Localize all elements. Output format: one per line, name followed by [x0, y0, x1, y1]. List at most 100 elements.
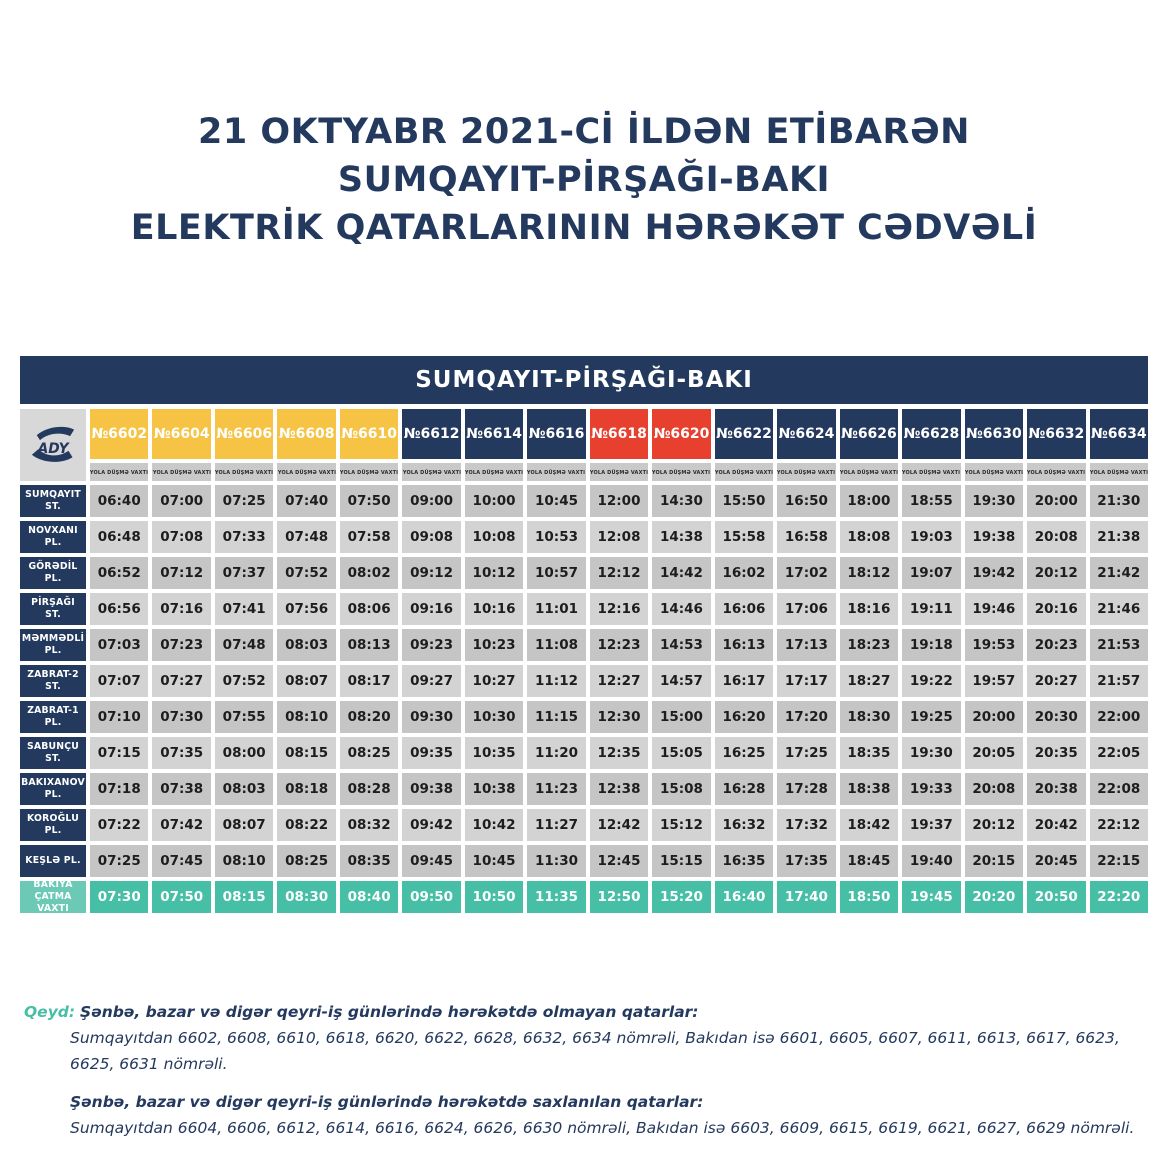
time-cell: 10:38: [464, 773, 524, 805]
time-cell: 16:28: [714, 773, 774, 805]
time-cell: 14:30: [652, 485, 711, 517]
note1-heading: Şənbə, bazar və digər qeyri-iş günlərind…: [80, 1003, 699, 1021]
station-label: MƏMMƏDLİ PL.: [20, 629, 86, 661]
time-cell: 07:10: [90, 701, 149, 733]
departure-time-label: YOLA DÜŞMƏ VAXTI: [277, 463, 336, 481]
time-cell: 15:05: [652, 737, 711, 769]
time-cell: 15:20: [652, 881, 711, 913]
departure-time-label: YOLA DÜŞMƏ VAXTI: [839, 463, 899, 481]
time-cell: 07:15: [90, 737, 149, 769]
time-cell: 19:57: [964, 665, 1024, 697]
note-label: Qeyd:: [24, 1003, 76, 1021]
time-cell: 14:38: [652, 521, 711, 553]
train-number-6632: №6632: [1027, 409, 1086, 459]
time-cell: 18:38: [839, 773, 899, 805]
departure-time-label: YOLA DÜŞMƏ VAXTI: [1027, 463, 1086, 481]
time-cell: 21:38: [1089, 521, 1148, 553]
time-cell: 17:17: [777, 665, 836, 697]
title-line-2: SUMQAYIT-PİRŞAĞI-BAKI: [337, 160, 831, 200]
time-cell: 07:50: [152, 881, 211, 913]
time-cell: 14:46: [652, 593, 711, 625]
time-cell: 08:30: [277, 881, 336, 913]
time-cell: 11:08: [527, 629, 586, 661]
time-cell: 10:27: [464, 665, 524, 697]
time-cell: 11:30: [527, 845, 586, 877]
time-cell: 09:38: [402, 773, 461, 805]
time-cell: 18:35: [839, 737, 899, 769]
departure-time-label: YOLA DÜŞMƏ VAXTI: [1089, 463, 1148, 481]
time-cell: 07:25: [214, 485, 274, 517]
time-cell: 17:28: [777, 773, 836, 805]
time-cell: 12:27: [589, 665, 649, 697]
time-cell: 16:20: [714, 701, 774, 733]
time-cell: 16:50: [777, 485, 836, 517]
time-cell: 08:25: [339, 737, 399, 769]
time-cell: 07:16: [152, 593, 211, 625]
time-cell: 10:50: [464, 881, 524, 913]
time-cell: 10:30: [464, 701, 524, 733]
time-cell: 15:15: [652, 845, 711, 877]
time-cell: 18:50: [839, 881, 899, 913]
time-cell: 19:22: [902, 665, 961, 697]
time-cell: 07:30: [90, 881, 149, 913]
station-label: GÖRƏDİL PL.: [20, 557, 86, 589]
time-cell: 22:12: [1089, 809, 1148, 841]
time-cell: 07:12: [152, 557, 211, 589]
time-cell: 20:12: [964, 809, 1024, 841]
time-cell: 06:56: [90, 593, 149, 625]
time-cell: 10:45: [527, 485, 586, 517]
time-cell: 12:38: [589, 773, 649, 805]
time-cell: 07:48: [277, 521, 336, 553]
time-cell: 10:12: [464, 557, 524, 589]
station-label: SUMQAYIT ST.: [20, 485, 86, 517]
time-cell: 17:20: [777, 701, 836, 733]
train-number-6618: №6618: [589, 409, 649, 459]
time-cell: 20:00: [1027, 485, 1086, 517]
time-cell: 19:30: [902, 737, 961, 769]
station-label: ZABRAT-2 ST.: [20, 665, 86, 697]
time-cell: 17:25: [777, 737, 836, 769]
station-label: KOROĞLU PL.: [20, 809, 86, 841]
station-label: KEŞLƏ PL.: [20, 845, 86, 877]
train-number-6614: №6614: [464, 409, 524, 459]
departure-time-label: YOLA DÜŞMƏ VAXTI: [964, 463, 1024, 481]
time-cell: 22:05: [1089, 737, 1148, 769]
time-cell: 19:45: [902, 881, 961, 913]
ady-logo-icon: ADY: [31, 426, 75, 462]
time-cell: 20:42: [1027, 809, 1086, 841]
time-cell: 08:06: [339, 593, 399, 625]
time-cell: 21:53: [1089, 629, 1148, 661]
footnotes: Qeyd: Şənbə, bazar və digər qeyri-iş gün…: [24, 999, 1168, 1141]
route-header: SUMQAYIT-PİRŞAĞI-BAKI: [20, 356, 1148, 404]
time-cell: 10:08: [464, 521, 524, 553]
time-cell: 07:37: [214, 557, 274, 589]
note2-heading: Şənbə, bazar və digər qeyri-iş günlərind…: [70, 1093, 704, 1111]
time-cell: 08:28: [339, 773, 399, 805]
time-cell: 12:30: [589, 701, 649, 733]
time-cell: 10:53: [527, 521, 586, 553]
time-cell: 09:16: [402, 593, 461, 625]
time-cell: 16:40: [714, 881, 774, 913]
time-cell: 08:18: [277, 773, 336, 805]
time-cell: 16:32: [714, 809, 774, 841]
time-cell: 18:45: [839, 845, 899, 877]
time-cell: 18:42: [839, 809, 899, 841]
time-cell: 16:02: [714, 557, 774, 589]
time-cell: 12:16: [589, 593, 649, 625]
departure-time-label: YOLA DÜŞMƏ VAXTI: [777, 463, 836, 481]
time-cell: 07:45: [152, 845, 211, 877]
time-cell: 11:01: [527, 593, 586, 625]
note1-body: Sumqayıtdan 6602, 6608, 6610, 6618, 6620…: [70, 1029, 1120, 1073]
time-cell: 08:10: [277, 701, 336, 733]
time-cell: 10:35: [464, 737, 524, 769]
time-cell: 21:57: [1089, 665, 1148, 697]
title-line-3: ELEKTRİK QATARLARININ HƏRƏKƏT CƏDVƏLİ: [130, 208, 1038, 248]
time-cell: 19:18: [902, 629, 961, 661]
station-label: BAKIXANOV PL.: [20, 773, 86, 805]
time-cell: 22:20: [1089, 881, 1148, 913]
time-cell: 16:58: [777, 521, 836, 553]
svg-text:ADY: ADY: [37, 441, 71, 457]
time-cell: 18:08: [839, 521, 899, 553]
time-cell: 07:22: [90, 809, 149, 841]
time-cell: 12:23: [589, 629, 649, 661]
